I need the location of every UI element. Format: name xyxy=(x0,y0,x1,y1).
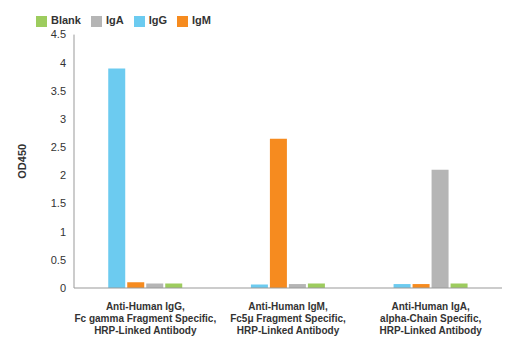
svg-text:0.5: 0.5 xyxy=(51,254,66,266)
html-text:IgG: IgG xyxy=(148,14,167,26)
svg-text:Anti-Human IgG,Fc gamma Fragme: Anti-Human IgG,Fc gamma Fragment Specifi… xyxy=(74,301,216,336)
svg-text:4: 4 xyxy=(60,57,66,69)
svg-text:4.5: 4.5 xyxy=(51,28,66,40)
svg-text:3: 3 xyxy=(60,113,66,125)
svg-text:0: 0 xyxy=(60,282,66,294)
svg-text:2.5: 2.5 xyxy=(51,141,66,153)
svg-text:Anti-Human IgM,Fc5μ Fragment S: Anti-Human IgM,Fc5μ Fragment Specific,HR… xyxy=(230,301,346,336)
html-text:Blank: Blank xyxy=(51,14,81,26)
html-text:IgM: IgM xyxy=(192,14,211,26)
html-text:IgA: IgA xyxy=(106,14,124,26)
svg-text:OD450: OD450 xyxy=(16,144,28,179)
svg-text:1.5: 1.5 xyxy=(51,197,66,209)
svg-text:3.5: 3.5 xyxy=(51,85,66,97)
svg-text:Anti-Human IgA,alpha-Chain Spe: Anti-Human IgA,alpha-Chain Specific,HRP-… xyxy=(379,301,482,336)
svg-text:2: 2 xyxy=(60,169,66,181)
svg-text:1: 1 xyxy=(60,226,66,238)
